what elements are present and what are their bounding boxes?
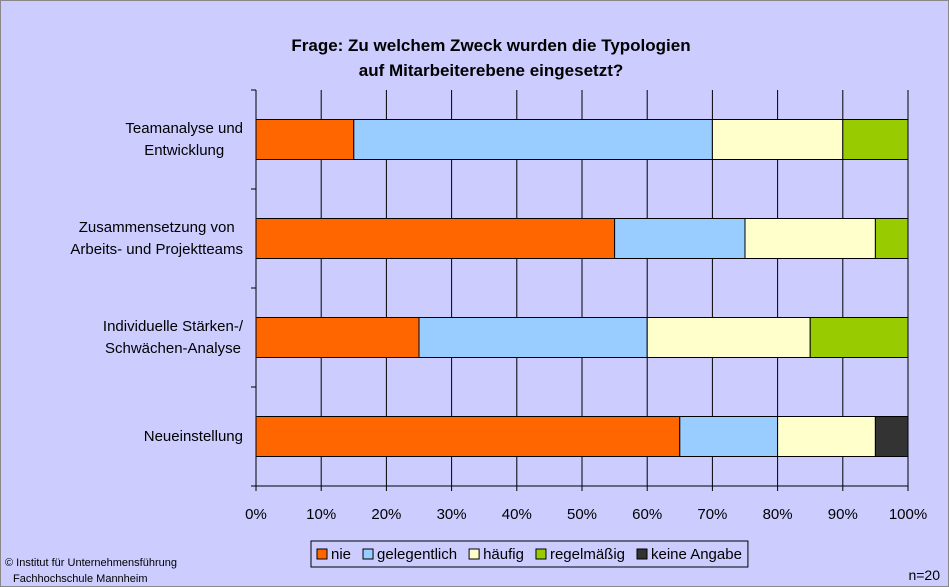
- bar-segment: [711, 119, 844, 160]
- y-tick-label: Individuelle Stärken-/ Schwächen-Analyse: [102, 317, 243, 357]
- legend-label: keine Angabe: [651, 546, 742, 563]
- y-tick-label: Teamanalyse und Entwicklung: [125, 119, 243, 159]
- bar-segment: [255, 416, 681, 457]
- bar-segment: [646, 317, 811, 358]
- footer-institute: © Institut für Unternehmensführung: [5, 557, 177, 569]
- x-tick-label: 50%: [567, 506, 597, 523]
- x-tick-label: 60%: [632, 506, 662, 523]
- x-tick-label: 20%: [371, 506, 401, 523]
- y-tick-label: Zusammensetzung von Arbeits- und Projekt…: [70, 218, 243, 258]
- legend-swatch: [468, 548, 480, 560]
- sample-size: n=20: [908, 567, 940, 583]
- x-tick-label: 100%: [889, 506, 927, 523]
- legend-label: regelmäßig: [550, 546, 625, 563]
- legend-box: [310, 540, 749, 568]
- legend-swatch: [636, 548, 648, 560]
- bar-segment: [842, 119, 909, 160]
- x-tick-label: 80%: [763, 506, 793, 523]
- legend-swatch: [316, 548, 328, 560]
- footer-school: Fachhochschule Mannheim: [13, 573, 148, 585]
- bar-segment: [353, 119, 713, 160]
- x-tick-label: 30%: [437, 506, 467, 523]
- x-tick-label: 70%: [697, 506, 727, 523]
- bar-segment: [255, 119, 355, 160]
- bar-segment: [874, 416, 909, 457]
- x-tick-label: 10%: [306, 506, 336, 523]
- bar-segment: [809, 317, 909, 358]
- legend-label: nie: [331, 546, 351, 563]
- legend-swatch: [362, 548, 374, 560]
- bar-segment: [255, 317, 420, 358]
- bar-segment: [874, 218, 909, 259]
- bar-segment: [418, 317, 648, 358]
- x-tick-label: 40%: [502, 506, 532, 523]
- bar-segment: [679, 416, 779, 457]
- bar-segment: [255, 218, 616, 259]
- legend-label: häufig: [483, 546, 524, 563]
- y-tick-label: Neueinstellung: [143, 427, 243, 445]
- bar-segment: [744, 218, 876, 259]
- x-tick-label: 0%: [245, 506, 267, 523]
- legend-label: gelegentlich: [377, 546, 457, 563]
- legend-swatch: [535, 548, 547, 560]
- bar-segment: [777, 416, 876, 457]
- bar-segment: [614, 218, 746, 259]
- x-tick-label: 90%: [828, 506, 858, 523]
- chart-title: Frage: Zu welchem Zweck wurden die Typol…: [291, 36, 691, 80]
